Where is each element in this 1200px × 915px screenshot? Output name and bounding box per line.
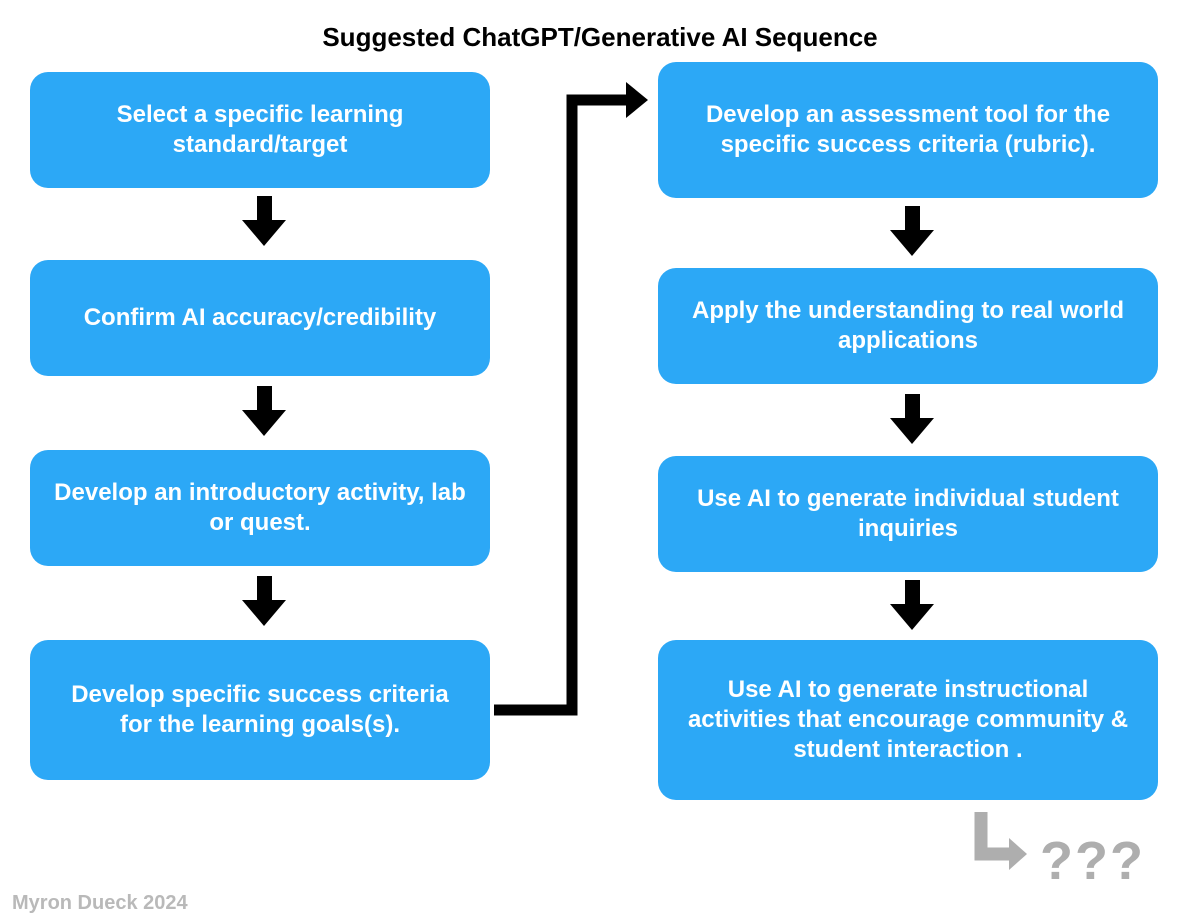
node-label: Develop an introductory activity, lab or…: [52, 478, 468, 538]
node-label: Use AI to generate individual student in…: [680, 484, 1136, 544]
arrow-down-icon: [242, 576, 286, 626]
arrow-down-icon: [242, 196, 286, 246]
node-label: Confirm AI accuracy/credibility: [84, 303, 437, 333]
arrow-down-icon: [242, 386, 286, 436]
node-confirm-accuracy: Confirm AI accuracy/credibility: [30, 260, 490, 376]
node-student-inquiries: Use AI to generate individual student in…: [658, 456, 1158, 572]
node-label: Develop specific success criteria for th…: [52, 680, 468, 740]
node-label: Select a specific learning standard/targ…: [52, 100, 468, 160]
node-label: Apply the understanding to real world ap…: [680, 296, 1136, 356]
final-elbow-arrow-icon: [965, 810, 1035, 880]
node-intro-activity: Develop an introductory activity, lab or…: [30, 450, 490, 566]
node-assessment-tool: Develop an assessment tool for the speci…: [658, 62, 1158, 198]
node-real-world: Apply the understanding to real world ap…: [658, 268, 1158, 384]
node-select-standard: Select a specific learning standard/targ…: [30, 72, 490, 188]
arrow-down-icon: [890, 394, 934, 444]
node-label: Use AI to generate instructional activit…: [680, 675, 1136, 765]
attribution-text: Myron Dueck 2024: [12, 892, 188, 915]
question-marks: ???: [1040, 830, 1145, 892]
node-success-criteria: Develop specific success criteria for th…: [30, 640, 490, 780]
column-connector-arrow-icon: [494, 64, 694, 751]
arrow-down-icon: [890, 580, 934, 630]
node-instructional-activities: Use AI to generate instructional activit…: [658, 640, 1158, 800]
arrow-down-icon: [890, 206, 934, 256]
diagram-title: Suggested ChatGPT/Generative AI Sequence: [0, 22, 1200, 53]
node-label: Develop an assessment tool for the speci…: [680, 100, 1136, 160]
